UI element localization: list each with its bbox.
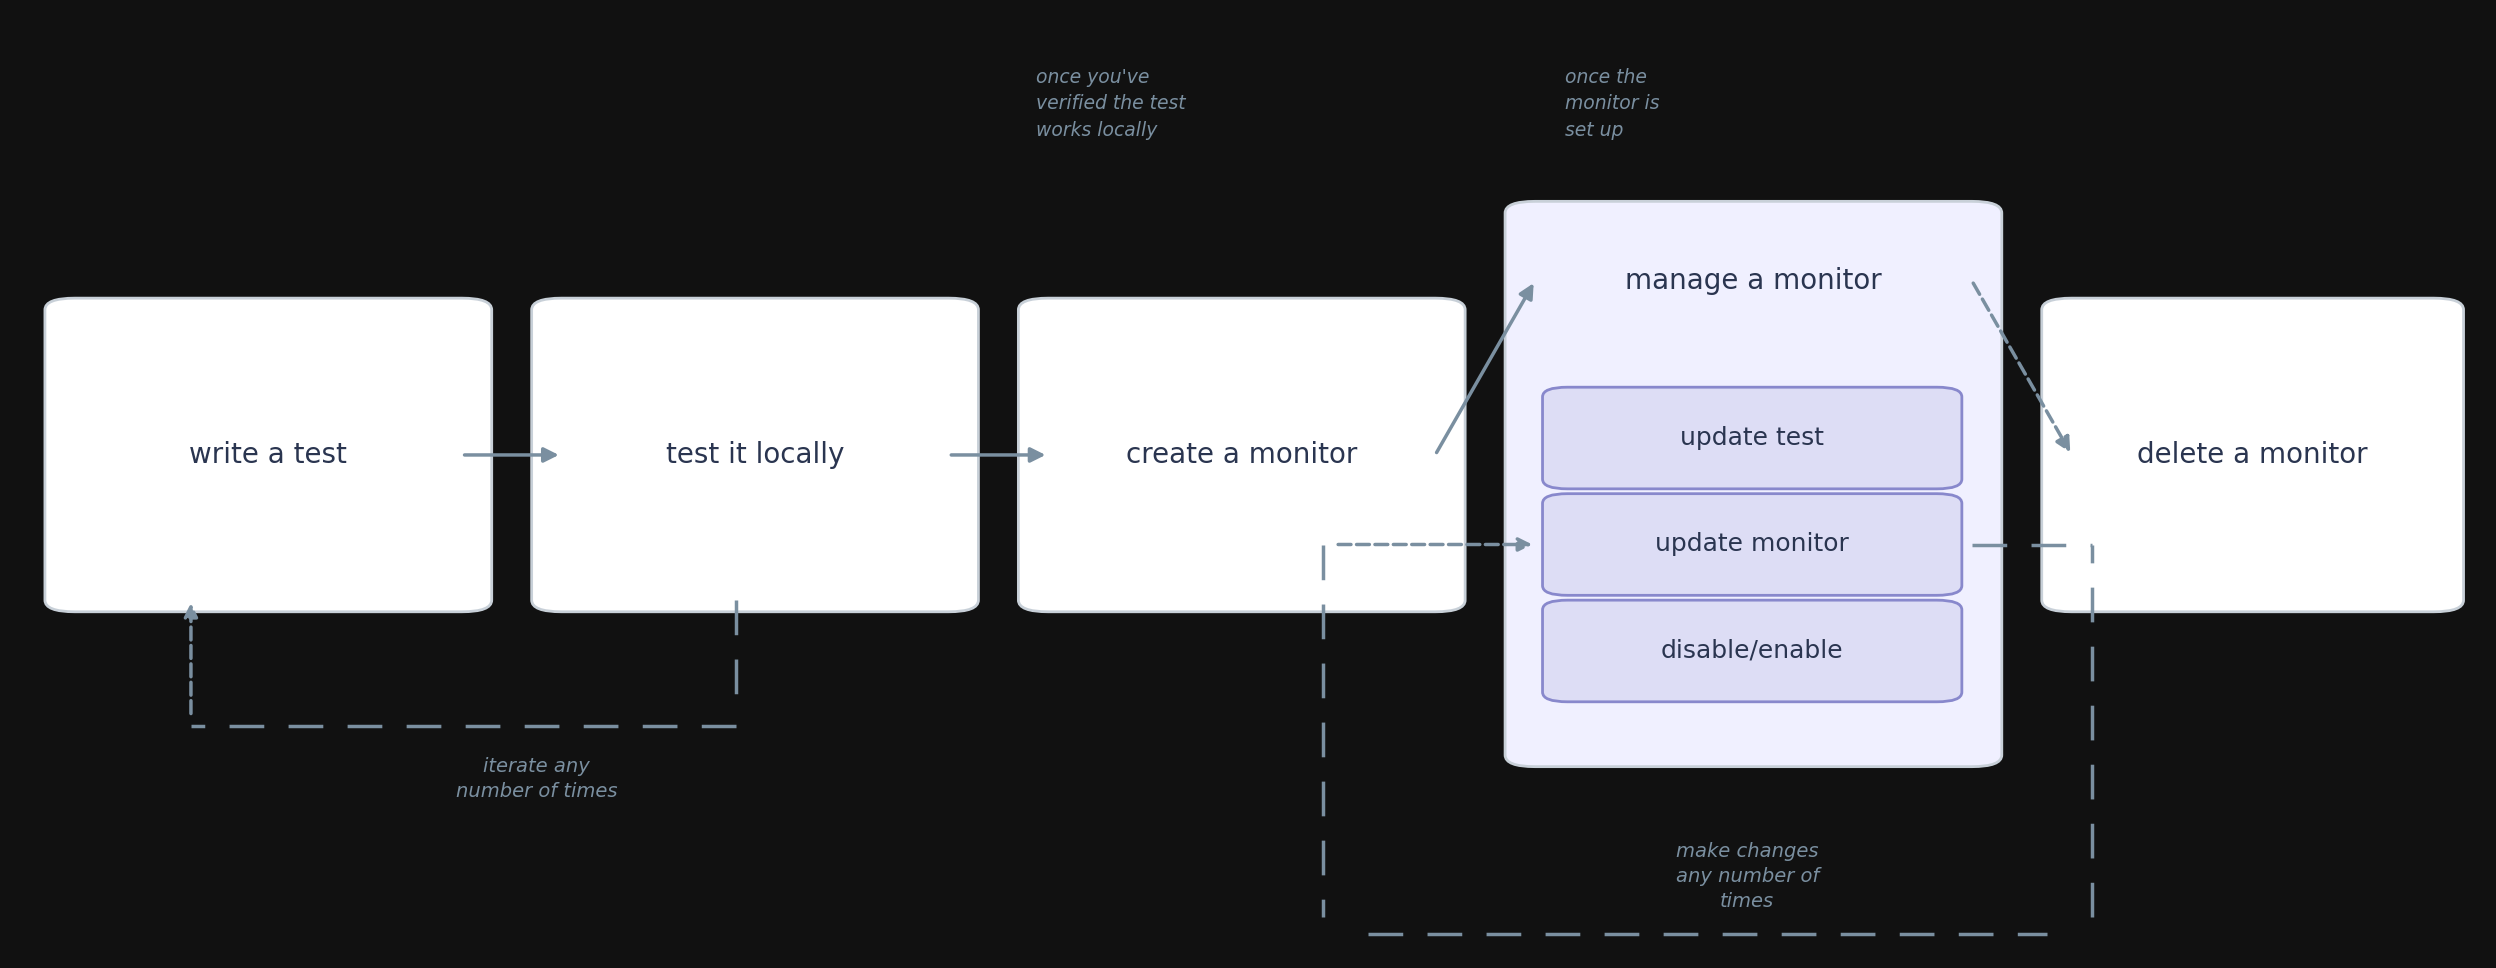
FancyBboxPatch shape bbox=[1543, 494, 1962, 595]
FancyBboxPatch shape bbox=[1018, 298, 1465, 612]
Text: disable/enable: disable/enable bbox=[1660, 639, 1845, 663]
Text: test it locally: test it locally bbox=[666, 441, 844, 469]
Text: create a monitor: create a monitor bbox=[1126, 441, 1358, 469]
Text: make changes
any number of
times: make changes any number of times bbox=[1675, 841, 1820, 911]
Text: iterate any
number of times: iterate any number of times bbox=[457, 757, 617, 802]
Text: once the
monitor is
set up: once the monitor is set up bbox=[1565, 68, 1660, 139]
Text: update monitor: update monitor bbox=[1655, 532, 1850, 557]
FancyBboxPatch shape bbox=[1543, 600, 1962, 702]
FancyBboxPatch shape bbox=[532, 298, 978, 612]
Text: write a test: write a test bbox=[190, 441, 347, 469]
FancyBboxPatch shape bbox=[45, 298, 492, 612]
FancyBboxPatch shape bbox=[2042, 298, 2464, 612]
Text: delete a monitor: delete a monitor bbox=[2137, 441, 2369, 469]
Text: once you've
verified the test
works locally: once you've verified the test works loca… bbox=[1036, 68, 1186, 139]
Text: update test: update test bbox=[1680, 426, 1825, 450]
FancyBboxPatch shape bbox=[1543, 387, 1962, 489]
FancyBboxPatch shape bbox=[1505, 201, 2002, 767]
Text: manage a monitor: manage a monitor bbox=[1625, 267, 1882, 294]
